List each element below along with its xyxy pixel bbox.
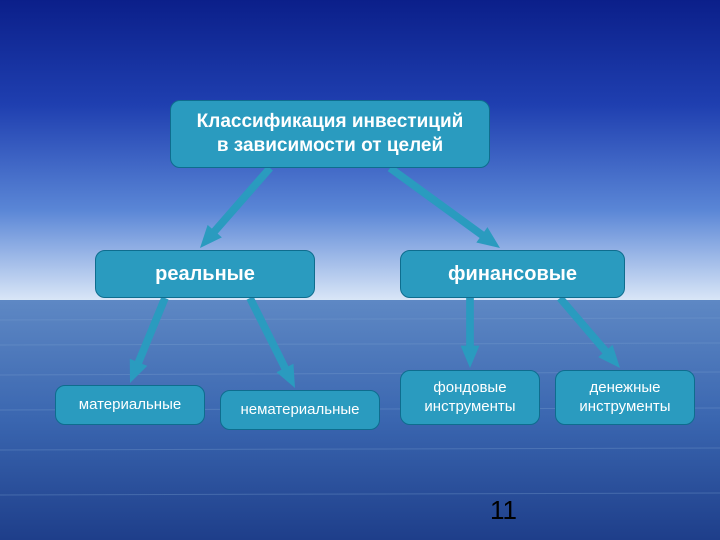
- node-root: Классификация инвестицийв зависимости от…: [170, 100, 490, 168]
- node-root-label: Классификация инвестицийв зависимости от…: [197, 110, 464, 158]
- node-financial-label: финансовые: [448, 262, 577, 287]
- node-material-label: материальные: [79, 396, 181, 415]
- node-money-instruments-label: денежныеинструменты: [579, 379, 670, 417]
- node-stock-instruments: фондовыеинструменты: [400, 370, 540, 425]
- node-real-label: реальные: [155, 262, 255, 287]
- page-number: 11: [490, 495, 517, 526]
- node-real: реальные: [95, 250, 315, 298]
- page-number-text: 11: [490, 495, 517, 525]
- node-immaterial: нематериальные: [220, 390, 380, 430]
- node-financial: финансовые: [400, 250, 625, 298]
- node-material: материальные: [55, 385, 205, 425]
- node-stock-instruments-label: фондовыеинструменты: [424, 379, 515, 417]
- node-money-instruments: денежныеинструменты: [555, 370, 695, 425]
- slide: Классификация инвестицийв зависимости от…: [0, 0, 720, 540]
- node-immaterial-label: нематериальные: [240, 401, 359, 420]
